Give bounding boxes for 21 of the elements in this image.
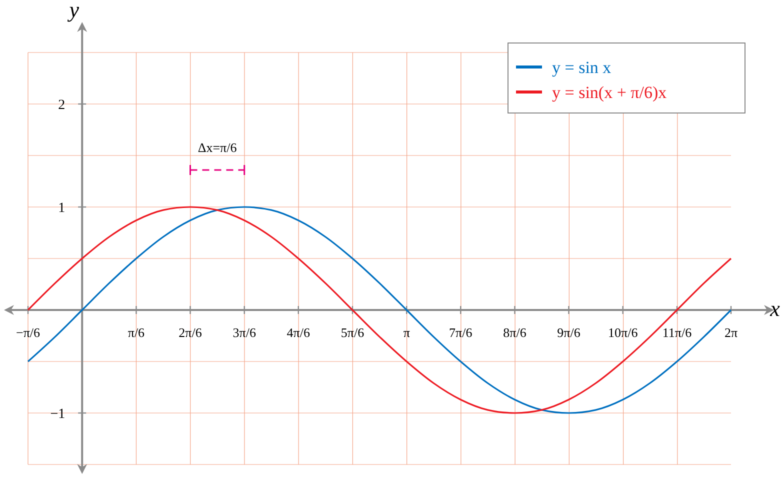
- y-tick-label: −1: [50, 407, 66, 422]
- x-tick-label: 10π/6: [608, 325, 638, 340]
- x-tick-label: 2π/6: [178, 325, 202, 340]
- x-tick-label: 11π/6: [662, 325, 692, 340]
- legend-label: y = sin x: [552, 58, 612, 77]
- y-tick-label: 2: [58, 98, 66, 113]
- x-tick-label: −π/6: [16, 325, 40, 340]
- x-tick-label: 9π/6: [557, 325, 581, 340]
- x-tick-label: π: [403, 325, 410, 340]
- x-tick-label: 5π/6: [340, 325, 365, 340]
- x-tick-label: 4π/6: [286, 325, 310, 340]
- x-axis-title: x: [769, 296, 780, 321]
- x-tick-label: π/6: [128, 325, 146, 340]
- x-tick-label: 2π: [724, 325, 738, 340]
- x-tick-label: 3π/6: [232, 325, 256, 340]
- y-tick-label: 1: [58, 201, 66, 216]
- y-axis-title: y: [67, 0, 80, 22]
- x-tick-label: 7π/6: [449, 325, 473, 340]
- annotation: Δx=π/6: [198, 140, 238, 155]
- x-tick-label: 8π/6: [503, 325, 527, 340]
- legend-label: y = sin(x + π/6)x: [552, 83, 668, 102]
